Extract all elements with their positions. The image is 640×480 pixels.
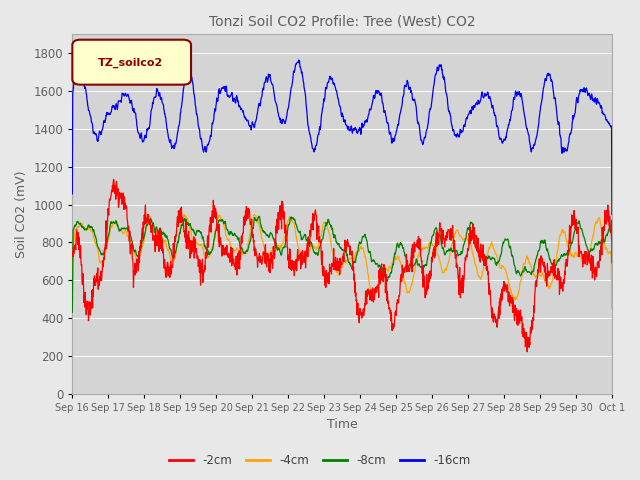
X-axis label: Time: Time: [327, 419, 358, 432]
Title: Tonzi Soil CO2 Profile: Tree (West) CO2: Tonzi Soil CO2 Profile: Tree (West) CO2: [209, 15, 476, 29]
Text: TZ_soilco2: TZ_soilco2: [98, 57, 163, 68]
Y-axis label: Soil CO2 (mV): Soil CO2 (mV): [15, 170, 28, 258]
FancyBboxPatch shape: [72, 40, 191, 84]
Legend: -2cm, -4cm, -8cm, -16cm: -2cm, -4cm, -8cm, -16cm: [164, 449, 476, 472]
